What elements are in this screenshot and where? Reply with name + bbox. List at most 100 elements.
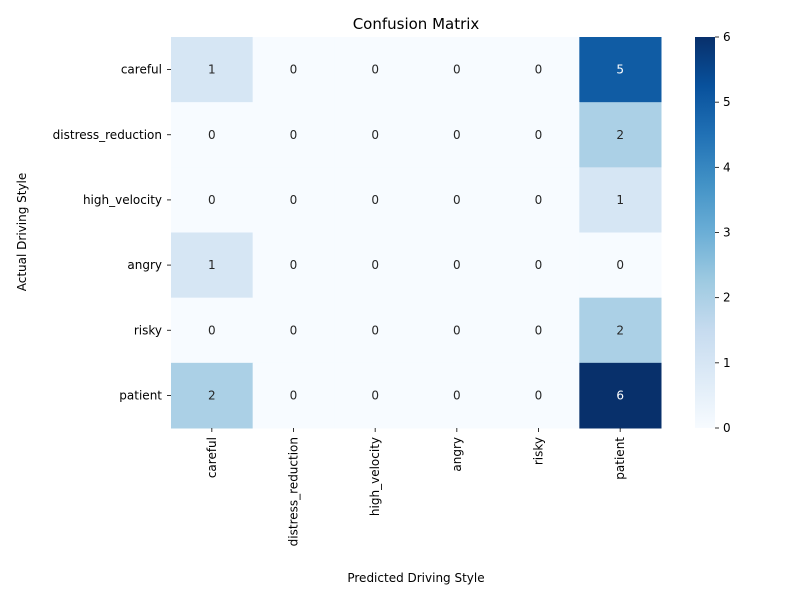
cell-value-label: 0 — [535, 63, 543, 77]
x-tick-label: distress_reduction — [287, 437, 301, 546]
cell-value-label: 1 — [208, 63, 216, 77]
heatmap-cell — [579, 102, 662, 168]
x-tick-label: patient — [613, 437, 627, 480]
cell-value-label: 0 — [371, 63, 379, 77]
cell-value-label: 0 — [371, 258, 379, 272]
colorbar-tick-label: 5 — [723, 95, 731, 109]
cell-value-label: 0 — [453, 258, 461, 272]
cell-value-label: 1 — [208, 258, 216, 272]
heatmap-cell — [416, 37, 499, 103]
heatmap-cell — [171, 37, 254, 103]
cell-value-label: 5 — [616, 63, 624, 77]
cell-value-label: 0 — [208, 193, 216, 207]
x-tick-label: risky — [532, 437, 546, 465]
cell-value-label: 2 — [616, 323, 624, 337]
cell-value-label: 0 — [290, 388, 298, 402]
heatmap-cell — [497, 232, 580, 299]
cell-value-label: 0 — [453, 388, 461, 402]
heatmap-cell — [334, 37, 417, 103]
heatmap-cell — [252, 167, 335, 233]
heatmap-cell — [252, 37, 335, 103]
colorbar-tick-label: 1 — [723, 356, 731, 370]
colorbar-tick-label: 2 — [723, 291, 731, 305]
x-axis-ticks: careful distress_reduction high_velocity an… — [205, 428, 627, 546]
heatmap-cell — [579, 37, 662, 103]
y-tick-label: patient — [119, 388, 162, 402]
cell-value-label: 0 — [371, 388, 379, 402]
colorbar-tick-label: 3 — [723, 226, 731, 240]
cell-value-label: 1 — [616, 193, 624, 207]
heatmap-cell — [497, 362, 580, 429]
x-tick-label: careful — [205, 437, 219, 478]
heatmap-cell — [171, 167, 254, 233]
cell-value-label: 0 — [535, 128, 543, 142]
colorbar-tick-label: 6 — [723, 30, 731, 44]
colorbar-tick-label: 0 — [723, 421, 731, 435]
heatmap-cell — [334, 232, 417, 299]
y-tick-label: risky — [134, 323, 162, 337]
cell-value-label: 0 — [290, 63, 298, 77]
y-tick-label: distress_reduction — [53, 128, 162, 142]
heatmap-cell — [252, 232, 335, 299]
cell-value-label: 0 — [290, 128, 298, 142]
heatmap-cell — [579, 232, 662, 299]
y-axis-ticks: careful distress_reduction high_velocityan… — [53, 63, 171, 402]
cell-value-label: 0 — [371, 128, 379, 142]
heatmap-cells: 1 0 0 0 0 5 0 0 0 0 0 2 0 0 0 0 0 1 1 0 0 0 0 0 0 0 0 0 0 2 2 0 0 0 0 6 — [171, 37, 662, 429]
heatmap-cell — [334, 362, 417, 429]
heatmap-cell — [416, 102, 499, 168]
cell-value-label: 0 — [535, 258, 543, 272]
heatmap-cell — [171, 232, 254, 299]
cell-value-label: 0 — [616, 258, 624, 272]
heatmap-cell — [171, 297, 254, 364]
heatmap-cell — [497, 37, 580, 103]
x-axis-label: Predicted Driving Style — [347, 571, 484, 585]
cell-value-label: 0 — [453, 323, 461, 337]
cell-value-label: 0 — [535, 193, 543, 207]
colorbar-gradient — [695, 37, 715, 428]
cell-value-label: 6 — [616, 388, 624, 402]
heatmap-cell — [497, 297, 580, 364]
cell-value-label: 2 — [208, 388, 216, 402]
heatmap-cell — [416, 232, 499, 299]
cell-value-label: 2 — [616, 128, 624, 142]
heatmap-cell — [579, 362, 662, 429]
y-tick-label: angry — [127, 258, 162, 272]
heatmap-cell — [334, 167, 417, 233]
cell-value-label: 0 — [535, 323, 543, 337]
heatmap-cell — [416, 297, 499, 364]
cell-value-label: 0 — [453, 63, 461, 77]
heatmap-cell — [334, 102, 417, 168]
heatmap-cell — [171, 102, 254, 168]
heatmap-cell — [252, 362, 335, 429]
cell-value-label: 0 — [290, 193, 298, 207]
cell-value-label: 0 — [290, 258, 298, 272]
cell-value-label: 0 — [290, 323, 298, 337]
x-tick-label: angry — [450, 437, 464, 472]
colorbar: 0 1 2 3 4 5 6 — [695, 30, 731, 435]
heatmap-cell — [497, 102, 580, 168]
y-tick-label: high_velocity — [83, 193, 162, 207]
heatmap-cell — [416, 362, 499, 429]
heatmap-cell — [579, 297, 662, 364]
cell-value-label: 0 — [371, 193, 379, 207]
colorbar-tick-label: 4 — [723, 160, 731, 174]
heatmap-cell — [334, 297, 417, 364]
cell-value-label: 0 — [535, 388, 543, 402]
heatmap-cell — [252, 297, 335, 364]
heatmap-cell — [416, 167, 499, 233]
cell-value-label: 0 — [453, 128, 461, 142]
x-tick-label: high_velocity — [368, 437, 382, 516]
y-tick-label: careful — [121, 63, 162, 77]
cell-value-label: 0 — [453, 193, 461, 207]
heatmap-cell — [252, 102, 335, 168]
cell-value-label: 0 — [208, 323, 216, 337]
heatmap-cell — [497, 167, 580, 233]
y-axis-label: Actual Driving Style — [15, 173, 29, 292]
heatmap-cell — [579, 167, 662, 233]
heatmap-cell — [171, 362, 254, 429]
chart-title: Confusion Matrix — [353, 15, 480, 33]
cell-value-label: 0 — [371, 323, 379, 337]
cell-value-label: 0 — [208, 128, 216, 142]
